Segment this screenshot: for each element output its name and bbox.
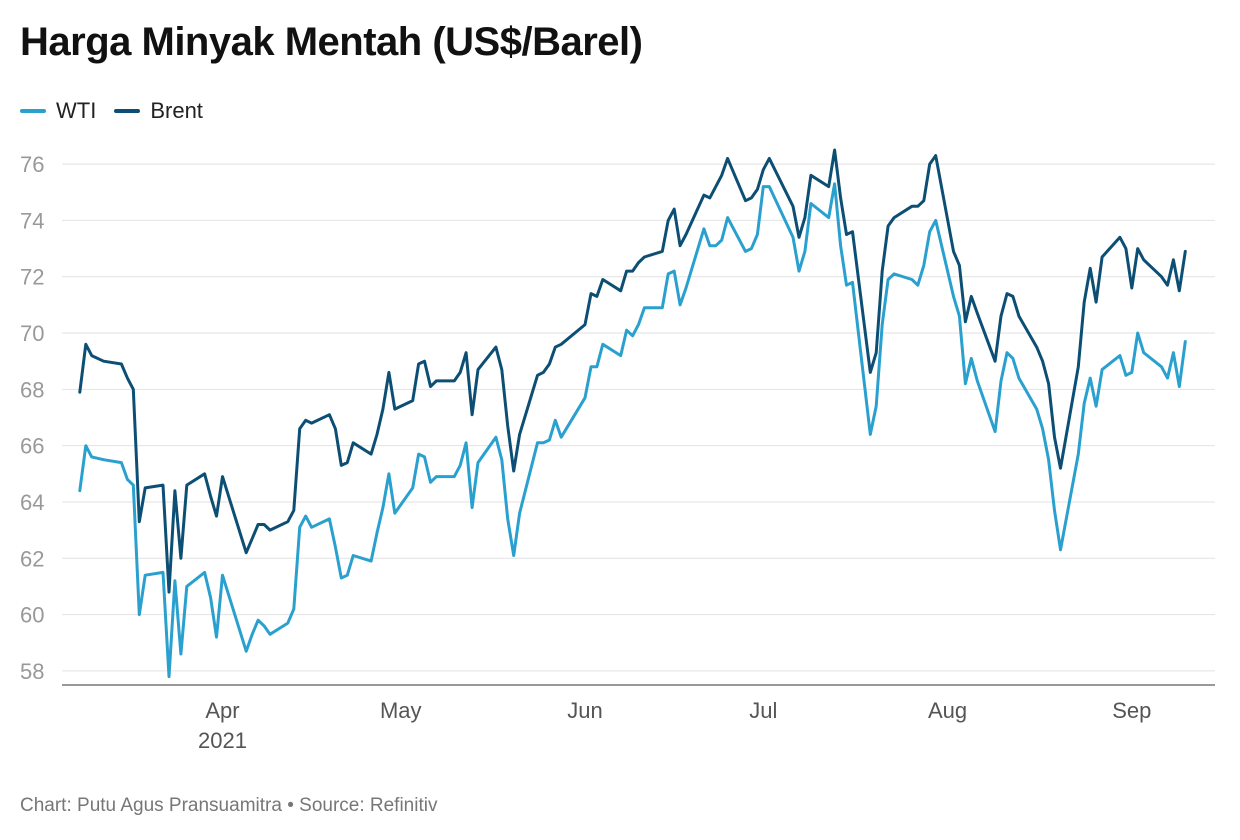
y-tick-label-58: 58: [20, 659, 44, 684]
x-tick-sublabel-apr: 2021: [198, 728, 247, 753]
y-tick-label-72: 72: [20, 265, 44, 290]
footer-source: Source: Refinitiv: [299, 795, 438, 816]
legend-item-wti[interactable]: WTI: [20, 98, 96, 124]
series-lines: [78, 148, 1187, 679]
y-tick-label-60: 60: [20, 603, 44, 628]
y-axis: 58 60 62 64 66 68 70 72 74 76: [20, 152, 44, 684]
chart-title: Harga Minyak Mentah (US$/Barel): [20, 20, 643, 64]
y-tick-label-74: 74: [20, 208, 44, 233]
series-line-wti: [78, 182, 1187, 679]
gridlines: [62, 163, 1215, 672]
y-tick-label-66: 66: [20, 434, 44, 459]
x-tick-label-sep: Sep: [1112, 698, 1151, 723]
legend: WTI Brent: [20, 98, 203, 124]
x-tick-label-may: May: [380, 698, 422, 723]
x-tick-label-apr: Apr: [205, 698, 239, 723]
y-tick-label-64: 64: [20, 490, 44, 515]
x-tick-label-jul: Jul: [749, 698, 777, 723]
footer-separator: •: [287, 795, 294, 816]
chart-footer: Chart: Putu Agus Pransuamitra • Source: …: [20, 795, 437, 817]
series-line-brent: [78, 148, 1187, 594]
legend-label-wti: WTI: [56, 98, 97, 123]
y-tick-label-68: 68: [20, 377, 44, 402]
x-axis: Apr 2021 May Jun Jul Aug Sep: [62, 684, 1215, 753]
legend-item-brent[interactable]: Brent: [114, 98, 203, 124]
y-tick-label-76: 76: [20, 152, 44, 177]
y-tick-label-70: 70: [20, 321, 44, 346]
legend-swatch-wti: [20, 109, 46, 113]
x-tick-label-jun: Jun: [567, 698, 602, 723]
x-tick-label-aug: Aug: [928, 698, 967, 723]
y-tick-label-62: 62: [20, 546, 44, 571]
legend-swatch-brent: [114, 109, 141, 113]
legend-label-brent: Brent: [150, 98, 203, 123]
footer-credit: Chart: Putu Agus Pransuamitra: [20, 795, 282, 816]
